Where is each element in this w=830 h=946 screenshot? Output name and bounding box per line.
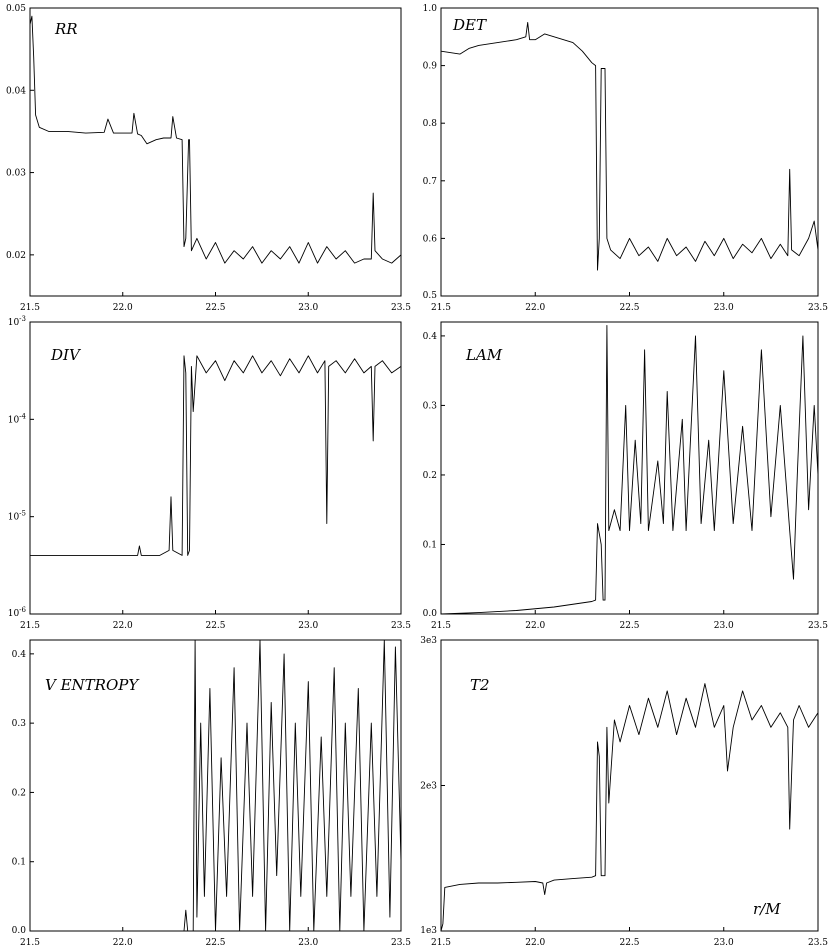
plot-frame bbox=[29, 7, 402, 297]
y-tick-label: 10-3 bbox=[8, 315, 26, 328]
x-tick-label: 22.0 bbox=[113, 303, 133, 313]
y-tick-label: 0.4 bbox=[12, 650, 27, 660]
x-tick-label: 23.5 bbox=[391, 938, 411, 946]
panel-div: 21.5 22.0 22.5 23.0 23.5 10-6 10-5 10-4 10-3 DIV bbox=[8, 315, 412, 631]
panel-lam: 21.5 22.0 22.5 23.0 23.5 0.0 0.1 0.2 0.3 0.4 LAM bbox=[423, 321, 828, 631]
x-tick-label: 21.5 bbox=[431, 621, 451, 631]
plot-frame bbox=[440, 639, 819, 932]
y-tick-label: 1.0 bbox=[423, 4, 438, 14]
x-tick-label: 22.5 bbox=[205, 621, 225, 631]
y-tick-label: 0.0 bbox=[12, 926, 27, 936]
y-tick-label: 1e3 bbox=[420, 926, 437, 936]
y-tick-label: 0.02 bbox=[6, 251, 26, 261]
x-tick-label: 23.0 bbox=[714, 621, 734, 631]
y-tick-label: 10-5 bbox=[8, 510, 26, 523]
series-line bbox=[30, 639, 402, 932]
x-tick-label: 23.5 bbox=[808, 938, 828, 946]
plot-frame bbox=[440, 7, 819, 297]
panel-v-entropy: 21.5 22.0 22.5 23.0 23.5 0.0 0.1 0.2 0.3 0.4 V ENT… bbox=[12, 639, 411, 946]
x-tick-label: 21.5 bbox=[20, 621, 40, 631]
plot-frame bbox=[29, 321, 402, 615]
x-tick-label: 23.5 bbox=[391, 303, 411, 313]
series-line bbox=[440, 683, 819, 932]
y-tick-label: 0.5 bbox=[423, 291, 438, 301]
x-tick-label: 22.5 bbox=[619, 938, 639, 946]
y-tick-label: 10-6 bbox=[8, 606, 27, 619]
x-tick-label: 22.0 bbox=[113, 621, 133, 631]
x-tick-label: 23.5 bbox=[808, 303, 828, 313]
x-tick-label: 22.5 bbox=[205, 938, 225, 946]
y-tick-label: 0.03 bbox=[6, 169, 26, 179]
x-tick-label: 23.0 bbox=[714, 303, 734, 313]
panel-title: LAM bbox=[465, 346, 503, 364]
panel-t2: 21.5 22.0 22.5 23.0 23.5 1e3 2e3 3e3 T2 bbox=[420, 636, 828, 946]
x-tick-label: 23.0 bbox=[298, 303, 318, 313]
x-tick-label: 22.0 bbox=[525, 303, 545, 313]
panel-title: DIV bbox=[50, 346, 82, 364]
panel-title: V ENTROPY bbox=[45, 676, 140, 694]
panel-det: 21.5 22.0 22.5 23.0 23.5 0.5 0.6 0.7 0.8 0.9 1.0 DE… bbox=[423, 4, 829, 313]
series-line bbox=[30, 355, 402, 556]
y-tick-label: 0.0 bbox=[423, 609, 438, 619]
x-tick-label: 22.0 bbox=[525, 621, 545, 631]
x-tick-label: 23.0 bbox=[298, 621, 318, 631]
x-tick-label: 22.5 bbox=[619, 621, 639, 631]
panel-title: RR bbox=[54, 20, 78, 38]
y-tick-label: 10-4 bbox=[8, 412, 27, 425]
y-tick-label: 0.05 bbox=[6, 4, 26, 14]
y-tick-label: 0.04 bbox=[6, 86, 26, 96]
x-tick-label: 23.0 bbox=[714, 938, 734, 946]
x-tick-label: 23.5 bbox=[391, 621, 411, 631]
panel-rr: 21.5 22.0 22.5 23.0 23.5 0.02 0.03 0.04 0.05 RR bbox=[6, 4, 411, 313]
y-tick-label: 0.3 bbox=[423, 401, 438, 411]
y-tick-label: 0.1 bbox=[423, 540, 437, 550]
x-tick-label: 21.5 bbox=[20, 938, 40, 946]
plot-frame bbox=[440, 321, 819, 615]
x-axis-label: r/M bbox=[753, 900, 781, 918]
series-line bbox=[440, 325, 819, 615]
y-tick-label: 0.9 bbox=[423, 62, 438, 72]
panel-title: DET bbox=[452, 16, 487, 34]
y-tick-label: 3e3 bbox=[420, 636, 437, 646]
series-line bbox=[29, 15, 402, 264]
series-line bbox=[440, 21, 819, 271]
y-tick-label: 0.2 bbox=[423, 471, 437, 481]
y-tick-label: 0.1 bbox=[12, 858, 26, 868]
y-tick-label: 0.4 bbox=[423, 332, 438, 342]
y-tick-label: 0.7 bbox=[423, 177, 438, 187]
x-tick-label: 22.5 bbox=[205, 303, 225, 313]
x-tick-label: 23.5 bbox=[808, 621, 828, 631]
x-tick-label: 22.0 bbox=[113, 938, 133, 946]
panel-title: T2 bbox=[470, 676, 490, 694]
x-tick-label: 22.5 bbox=[619, 303, 639, 313]
y-tick-label: 2e3 bbox=[420, 782, 437, 792]
x-tick-label: 21.5 bbox=[20, 303, 40, 313]
y-tick-label: 0.2 bbox=[12, 788, 26, 798]
x-tick-label: 23.0 bbox=[298, 938, 318, 946]
x-tick-label: 21.5 bbox=[431, 303, 451, 313]
x-tick-label: 21.5 bbox=[431, 938, 451, 946]
y-tick-label: 0.8 bbox=[423, 119, 438, 129]
y-tick-label: 0.6 bbox=[423, 234, 438, 244]
y-tick-label: 0.3 bbox=[12, 719, 27, 729]
x-tick-label: 22.0 bbox=[525, 938, 545, 946]
